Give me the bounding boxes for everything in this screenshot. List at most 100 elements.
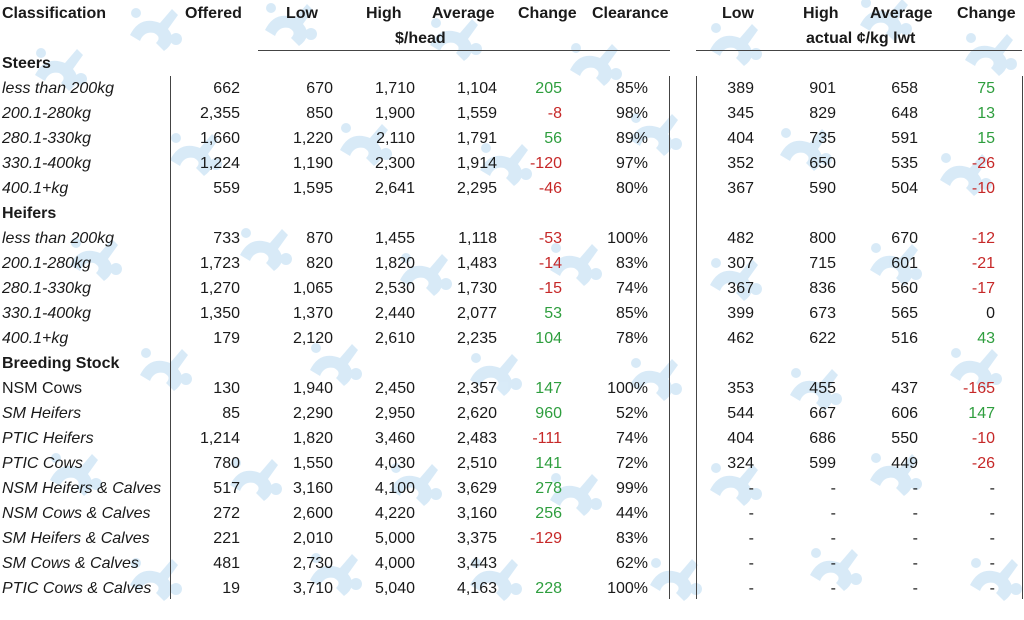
column-divider-left [170, 76, 171, 599]
cell-low2: 404 [727, 130, 754, 147]
cell-low: 850 [306, 105, 333, 122]
cell-offered: 1,660 [199, 130, 240, 147]
cell-clearance: 78% [615, 330, 648, 347]
cell-clearance: 74% [615, 430, 648, 447]
cell-low: 1,220 [292, 130, 333, 147]
row-classification: less than 200kg [2, 80, 115, 97]
cell-offered: 85 [222, 405, 240, 422]
cell-change: -14 [538, 255, 562, 272]
cell-average: 2,077 [456, 305, 497, 322]
cell-high2: - [830, 505, 836, 522]
cell-change2: -26 [971, 455, 995, 472]
cell-change [482, 552, 562, 576]
cell-high: 2,641 [374, 180, 415, 197]
cell-change2: -12 [971, 230, 995, 247]
cell-high2: - [830, 480, 836, 497]
header-change-kg: Change [957, 5, 1016, 22]
cell-clearance: 72% [615, 455, 648, 472]
cell-clearance: 100% [607, 230, 648, 247]
cell-average2: - [912, 505, 918, 522]
cell-change: 228 [535, 580, 562, 597]
cell-low2: - [748, 530, 754, 547]
row-classification: SM Cows & Calves [2, 555, 139, 572]
cell-average: 2,483 [456, 430, 497, 447]
row-classification: PTIC Cows & Calves [2, 580, 152, 597]
cell-average2: 658 [891, 80, 918, 97]
cell-average2: 565 [891, 305, 918, 322]
cell-clearance: 89% [615, 130, 648, 147]
cell-average2: 591 [891, 130, 918, 147]
cell-change2: -26 [971, 155, 995, 172]
row-classification: PTIC Heifers [2, 430, 94, 447]
cell-change2: -21 [971, 255, 995, 272]
cell-high: 2,440 [374, 305, 415, 322]
cell-change2: -10 [971, 430, 995, 447]
cell-low: 1,595 [292, 180, 333, 197]
cell-high2: 590 [809, 180, 836, 197]
cell-low2: - [748, 505, 754, 522]
cell-average2: - [912, 555, 918, 572]
cell-high2: - [830, 580, 836, 597]
units-underline-head [258, 50, 670, 51]
cell-low: 1,940 [292, 380, 333, 397]
cell-change2: 15 [977, 130, 995, 147]
cell-low: 3,160 [292, 480, 333, 497]
cell-offered: 179 [213, 330, 240, 347]
cell-change2: -165 [962, 380, 995, 397]
cell-clearance: 80% [615, 180, 648, 197]
cell-high: 5,040 [374, 580, 415, 597]
cell-change2: - [989, 555, 995, 572]
cell-change: 56 [544, 130, 562, 147]
header-low-kg: Low [722, 5, 754, 22]
cell-change: 960 [535, 405, 562, 422]
cell-clearance: 52% [615, 405, 648, 422]
cell-average: 3,629 [456, 480, 497, 497]
row-classification: NSM Heifers & Calves [2, 480, 162, 497]
cell-change2: - [989, 530, 995, 547]
cell-low: 820 [306, 255, 333, 272]
cell-high: 1,820 [374, 255, 415, 272]
cell-change: 278 [535, 480, 562, 497]
cell-clearance: 74% [615, 280, 648, 297]
cell-low2: 367 [727, 180, 754, 197]
row-classification: SM Heifers [2, 405, 82, 422]
cell-low2: 352 [727, 155, 754, 172]
cell-change: 141 [535, 455, 562, 472]
cell-low2: - [748, 580, 754, 597]
cell-high2: 735 [809, 130, 836, 147]
cell-offered: 559 [213, 180, 240, 197]
cell-average2: 601 [891, 255, 918, 272]
cell-high2: 455 [809, 380, 836, 397]
cell-clearance: 62% [615, 555, 648, 572]
cell-change: -8 [547, 105, 562, 122]
cell-low: 2,290 [292, 405, 333, 422]
cell-offered: 2,355 [199, 105, 240, 122]
cell-low2: 404 [727, 430, 754, 447]
cell-average: 2,235 [456, 330, 497, 347]
column-divider-mid2 [696, 76, 697, 599]
cell-low2: 544 [727, 405, 754, 422]
cell-change: 104 [535, 330, 562, 347]
cell-average2: 535 [891, 155, 918, 172]
cell-high: 2,530 [374, 280, 415, 297]
cell-average: 1,559 [456, 105, 497, 122]
row-classification: PTIC Cows [2, 455, 83, 472]
units-underline-kg [696, 50, 1022, 51]
cell-high: 1,900 [374, 105, 415, 122]
cell-high2: 622 [809, 330, 836, 347]
cell-change2: - [989, 580, 995, 597]
cell-average: 2,620 [456, 405, 497, 422]
cell-offered: 780 [213, 455, 240, 472]
cell-clearance: 83% [615, 255, 648, 272]
cell-average2: - [912, 480, 918, 497]
cell-clearance: 85% [615, 305, 648, 322]
cell-change2: 0 [986, 305, 995, 322]
row-classification: 400.1+kg [2, 180, 69, 197]
cell-low: 670 [306, 80, 333, 97]
cell-offered: 1,350 [199, 305, 240, 322]
cell-change: -129 [529, 530, 562, 547]
cell-offered: 221 [213, 530, 240, 547]
cell-clearance: 44% [615, 505, 648, 522]
unit-cents-per-kg: actual ¢/kg lwt [806, 30, 916, 47]
cell-change: 147 [535, 380, 562, 397]
